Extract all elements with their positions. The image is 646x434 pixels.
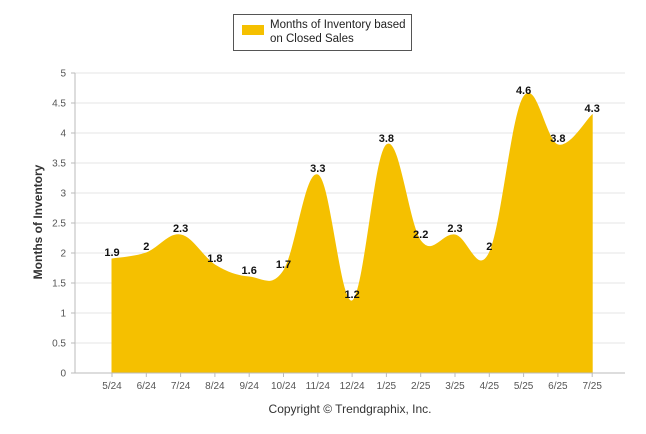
- data-label: 4.6: [516, 85, 531, 97]
- x-tick-label: 7/24: [171, 381, 191, 392]
- x-tick-label: 4/25: [480, 381, 500, 392]
- y-tick-label: 0.5: [52, 339, 66, 350]
- x-axis-ticks: 5/24 6/24 7/24 8/24 9/24 10/24 11/24 12/24 1/25 2…: [102, 373, 602, 392]
- data-label: 3.8: [550, 133, 565, 145]
- x-tick-label: 7/25: [582, 381, 602, 392]
- data-label: 1.6: [242, 265, 257, 277]
- data-label: 1.9: [104, 247, 119, 259]
- data-label: 2.3: [447, 223, 462, 235]
- x-tick-label: 6/24: [137, 381, 157, 392]
- data-labels: 1.9 2 2.3 1.8 1.6 1.7 3.3 1.2 3.8 2.2 2.3 2 4.6 3.8 4.…: [104, 85, 599, 301]
- y-tick-label: 3.5: [52, 159, 66, 170]
- x-tick-label: 3/25: [445, 381, 465, 392]
- y-tick-label: 5: [60, 69, 66, 80]
- data-label: 2: [143, 241, 149, 253]
- copyright-footer: Copyright © Trendgraphix, Inc.: [269, 402, 432, 416]
- y-tick-label: 1.5: [52, 279, 66, 290]
- x-tick-label: 10/24: [271, 381, 296, 392]
- y-tick-label: 3: [60, 189, 66, 200]
- data-label: 3.8: [379, 133, 394, 145]
- legend: Months of Inventory based on Closed Sale…: [233, 14, 412, 51]
- data-label: 2.2: [413, 229, 428, 241]
- y-axis-ticks: 0 0.5 1 1.5 2 2.5 3 3.5 4 4.5 5: [52, 69, 75, 380]
- axes: [74, 73, 625, 374]
- y-tick-label: 0: [60, 369, 66, 380]
- y-axis-title: Months of Inventory: [31, 164, 45, 279]
- data-label: 3.3: [310, 163, 325, 175]
- y-tick-label: 1: [60, 309, 66, 320]
- data-label: 4.3: [585, 103, 600, 115]
- x-tick-label: 8/24: [205, 381, 225, 392]
- y-tick-label: 4.5: [52, 99, 66, 110]
- x-tick-label: 9/24: [239, 381, 259, 392]
- x-tick-label: 5/25: [514, 381, 534, 392]
- x-tick-label: 11/24: [306, 381, 331, 392]
- y-tick-label: 4: [60, 129, 66, 140]
- x-tick-label: 6/25: [548, 381, 568, 392]
- data-label: 2: [486, 241, 492, 253]
- x-tick-label: 5/24: [102, 381, 122, 392]
- x-tick-label: 12/24: [340, 381, 365, 392]
- x-tick-label: 2/25: [411, 381, 431, 392]
- data-label: 2.3: [173, 223, 188, 235]
- data-label: 1.7: [276, 259, 291, 271]
- area-series: [111, 93, 593, 374]
- legend-swatch: [242, 25, 264, 35]
- legend-label-line1: Months of Inventory based: [270, 19, 406, 31]
- legend-label-line2: on Closed Sales: [270, 33, 354, 45]
- data-label: 1.2: [344, 289, 359, 301]
- data-label: 1.8: [207, 253, 222, 265]
- x-tick-label: 1/25: [377, 381, 397, 392]
- y-tick-label: 2: [60, 249, 66, 260]
- y-tick-label: 2.5: [52, 219, 66, 230]
